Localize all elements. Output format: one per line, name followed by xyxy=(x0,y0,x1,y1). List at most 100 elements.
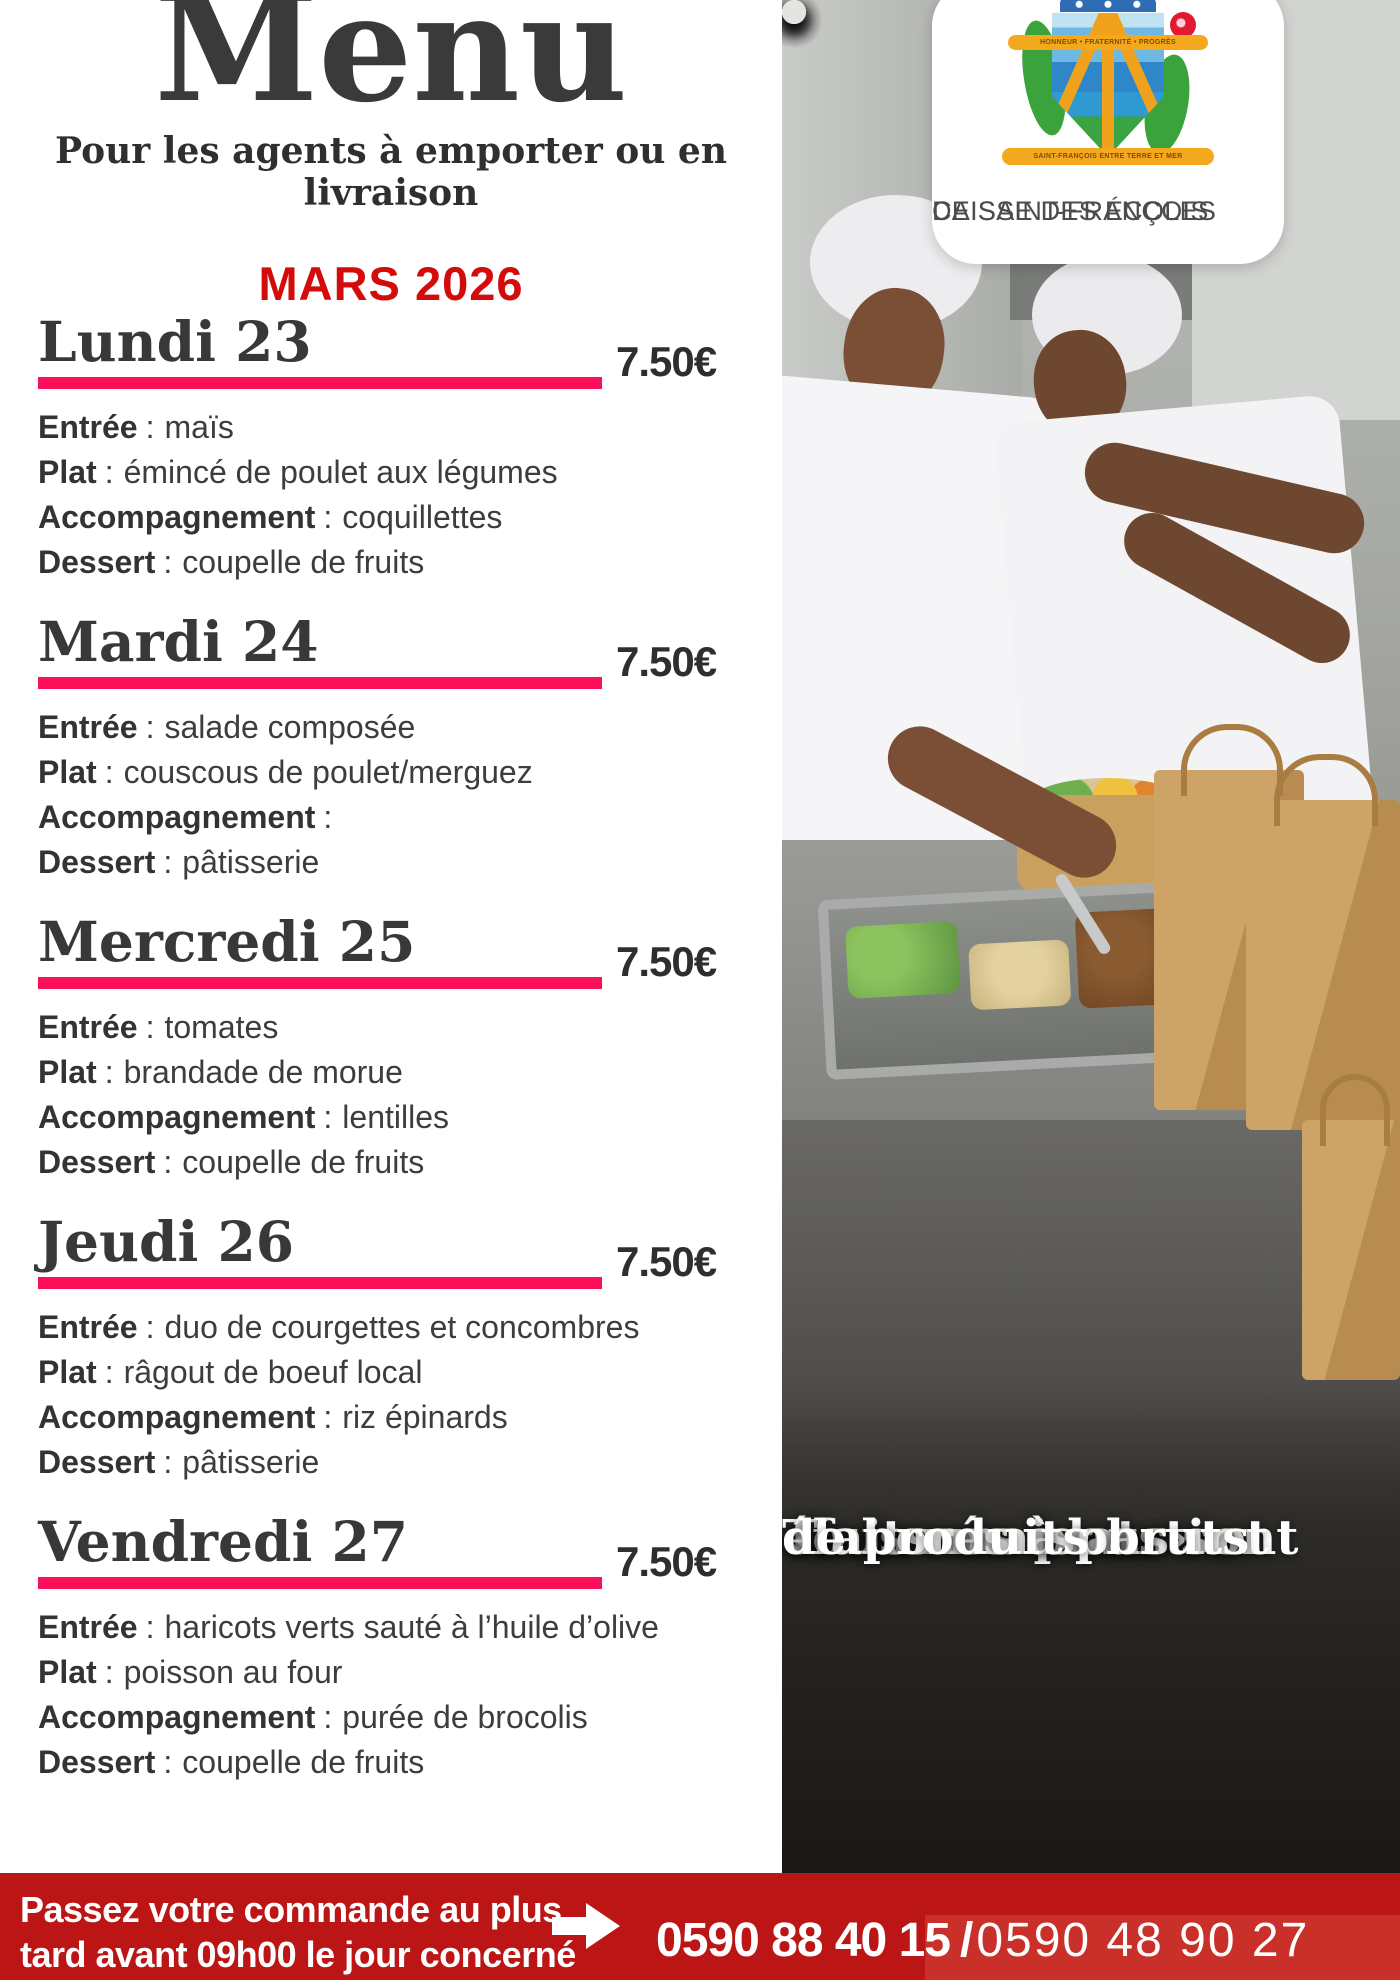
plat-label: Plat xyxy=(38,1654,97,1691)
caption-line: élaborés à partir xyxy=(782,1510,1231,1566)
crest-motto-top: HONNEUR • FRATERNITÉ • PROGRÈS xyxy=(1008,35,1208,50)
plat-value: émincé de poulet aux légumes xyxy=(123,454,558,491)
label-separator: : xyxy=(163,844,173,881)
plat-value: poisson au four xyxy=(123,1654,343,1691)
dessert-label: Dessert xyxy=(38,1444,156,1481)
dessert-label: Dessert xyxy=(38,544,156,581)
plat-value: râgout de boeuf local xyxy=(123,1354,423,1391)
entree-label: Entrée xyxy=(38,1609,138,1646)
menu-item-plat: Plat: râgout de boeuf local xyxy=(38,1350,782,1395)
day-price: 7.50€ xyxy=(616,938,717,985)
day-underline xyxy=(38,677,602,690)
arrow-stem xyxy=(552,1917,588,1935)
entree-label: Entrée xyxy=(38,409,138,446)
label-separator: : xyxy=(145,409,155,446)
accompagnement-value: coquillettes xyxy=(342,499,503,536)
photo-darken-overlay xyxy=(782,1380,1400,1873)
menu-item-accompagnement: Accompagnement: lentilles xyxy=(38,1095,782,1140)
paper-bag xyxy=(1302,1074,1400,1380)
dessert-label: Dessert xyxy=(38,1144,156,1181)
day-list: Lundi 23 7.50€ Entrée: maïs Plat: émincé d… xyxy=(0,312,782,1812)
label-separator: : xyxy=(323,499,333,536)
day-items: Entrée: tomates Plat: brandade de morue Ac… xyxy=(38,1005,782,1185)
phone-separator: / xyxy=(959,1914,973,1967)
day-underline xyxy=(38,1277,602,1290)
month-heading: MARS 2026 xyxy=(258,257,524,310)
day-heading: Lundi 23 xyxy=(38,309,312,374)
day-price: 7.50€ xyxy=(616,1238,717,1285)
label-separator: : xyxy=(163,1444,173,1481)
menu-day-section: Jeudi 26 7.50€ Entrée: duo de courgettes … xyxy=(0,1212,782,1512)
day-items: Entrée: salade composée Plat: couscous de … xyxy=(38,705,782,885)
menu-day-section: Vendredi 27 7.50€ Entrée: haricots verts … xyxy=(0,1512,782,1812)
tray-food xyxy=(844,921,961,999)
label-separator: : xyxy=(145,709,155,746)
label-separator: : xyxy=(104,754,114,791)
menu-item-plat: Plat: couscous de poulet/merguez xyxy=(38,750,782,795)
label-separator: : xyxy=(104,1654,114,1691)
food-bowl xyxy=(782,0,806,24)
menu-item-plat: Plat: émincé de poulet aux légumes xyxy=(38,450,782,495)
organization-logo: HONNEUR • FRATERNITÉ • PROGRÈS SAINT-FRA… xyxy=(932,0,1284,264)
day-underline xyxy=(38,377,602,390)
dessert-value: pâtisserie xyxy=(182,1444,320,1481)
accompagnement-label: Accompagnement xyxy=(38,1699,316,1736)
dessert-value: pâtisserie xyxy=(182,844,320,881)
entree-value: maïs xyxy=(164,409,234,446)
menu-item-accompagnement: Accompagnement: riz épinards xyxy=(38,1395,782,1440)
plat-value: couscous de poulet/merguez xyxy=(123,754,533,791)
plat-value: brandade de morue xyxy=(123,1054,403,1091)
menu-day-section: Mercredi 25 7.50€ Entrée: tomates Plat: br… xyxy=(0,912,782,1212)
caption-line: «faits maisons» et xyxy=(782,1510,1269,1566)
right-arrow-icon xyxy=(552,1903,624,1949)
entree-label: Entrée xyxy=(38,1009,138,1046)
label-separator: : xyxy=(145,1309,155,1346)
organization-name-line2: DE SAINT-FRANÇOIS xyxy=(932,196,1209,226)
plat-label: Plat xyxy=(38,1054,97,1091)
caption-line: Tous nos plats sont xyxy=(782,1510,1299,1566)
order-banner: Passez votre commande au plus tard avant… xyxy=(0,1873,1400,1980)
order-notice-line2: tard avant 09h00 le jour concerné xyxy=(20,1934,576,1975)
page-title: Menu xyxy=(154,0,628,135)
day-heading: Mercredi 25 xyxy=(38,909,416,974)
phone-number-2: 0590 48 90 27 xyxy=(976,1914,1310,1967)
label-separator: : xyxy=(323,1399,333,1436)
accompagnement-label: Accompagnement xyxy=(38,499,316,536)
plat-label: Plat xyxy=(38,1354,97,1391)
plat-label: Plat xyxy=(38,454,97,491)
menu-item-accompagnement: Accompagnement: coquillettes xyxy=(38,495,782,540)
day-underline xyxy=(38,1577,602,1590)
label-separator: : xyxy=(104,454,114,491)
label-separator: : xyxy=(145,1609,155,1646)
accompagnement-value: purée de brocolis xyxy=(342,1699,588,1736)
accompagnement-value: lentilles xyxy=(342,1099,449,1136)
day-underline xyxy=(38,977,602,990)
menu-item-entree: Entrée: tomates xyxy=(38,1005,782,1050)
page-subtitle: Pour les agents à emporter ou en livrais… xyxy=(54,130,727,214)
dessert-label: Dessert xyxy=(38,1744,156,1781)
order-notice-line1: Passez votre commande au plus xyxy=(20,1889,562,1930)
caption-line: de produits bruts xyxy=(782,1510,1250,1566)
accompagnement-value: riz épinards xyxy=(342,1399,508,1436)
day-heading: Jeudi 26 xyxy=(38,1209,295,1274)
phone-highlight-box xyxy=(925,1915,1400,1980)
day-items: Entrée: haricots verts sauté à l’huile d’… xyxy=(38,1605,782,1785)
menu-item-accompagnement: Accompagnement: purée de brocolis xyxy=(38,1695,782,1740)
day-price: 7.50€ xyxy=(616,1538,717,1585)
menu-item-entree: Entrée: salade composée xyxy=(38,705,782,750)
phone-numbers: 0590 88 40 15/0590 48 90 27 xyxy=(656,1913,1309,1968)
label-separator: : xyxy=(163,544,173,581)
menu-day-section: Mardi 24 7.50€ Entrée: salade composée Pl… xyxy=(0,612,782,912)
menu-item-dessert: Dessert: coupelle de fruits xyxy=(38,1740,782,1785)
menu-item-dessert: Dessert: pâtisserie xyxy=(38,1440,782,1485)
label-separator: : xyxy=(163,1744,173,1781)
label-separator: : xyxy=(145,1009,155,1046)
plat-label: Plat xyxy=(38,754,97,791)
menu-item-plat: Plat: brandade de morue xyxy=(38,1050,782,1095)
day-items: Entrée: maïs Plat: émincé de poulet aux lé… xyxy=(38,405,782,585)
crest-hibiscus-icon xyxy=(1170,12,1196,38)
day-price: 7.50€ xyxy=(616,338,717,385)
accompagnement-label: Accompagnement xyxy=(38,799,316,836)
paper-bag xyxy=(1246,754,1400,1130)
menu-column: Menu Pour les agents à emporter ou en li… xyxy=(0,0,782,1812)
